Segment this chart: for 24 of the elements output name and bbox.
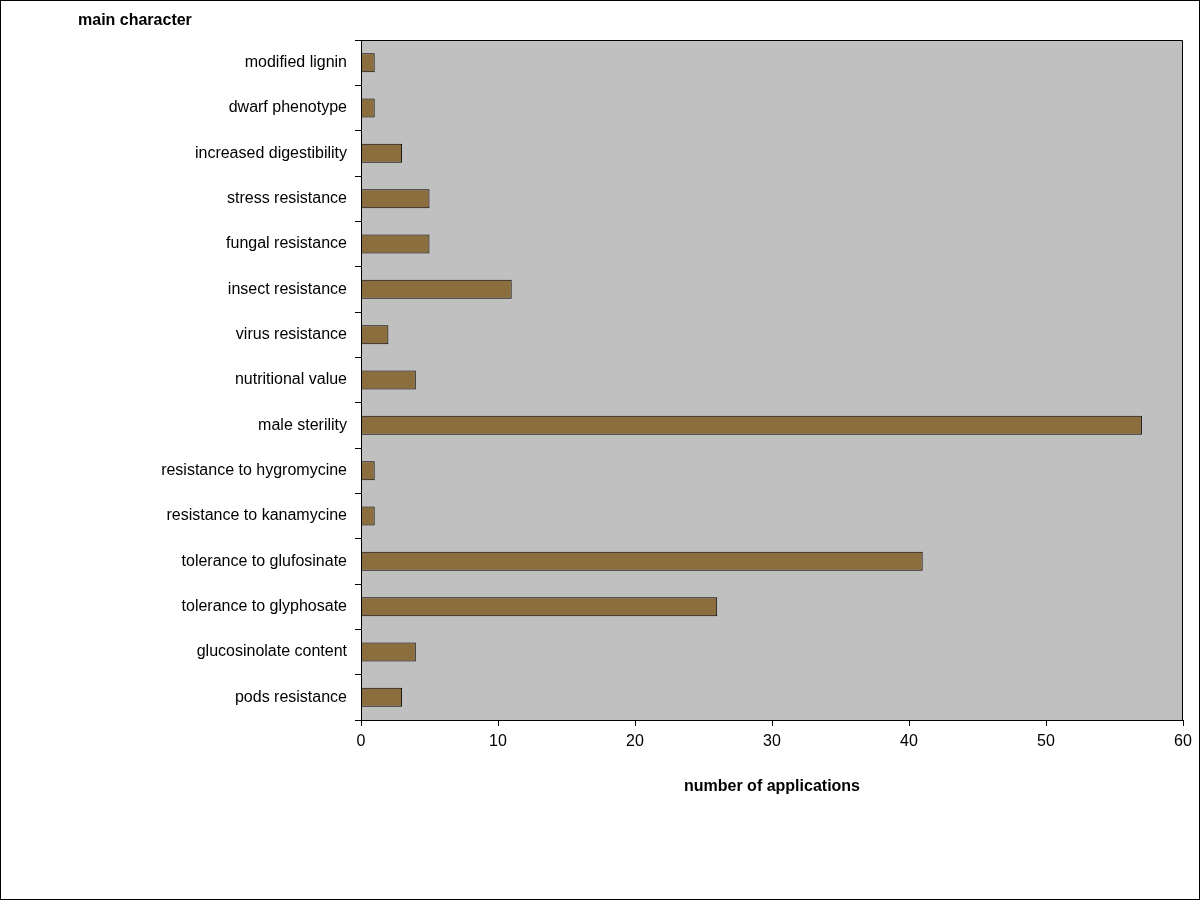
x-tick-label: 10	[489, 732, 507, 750]
y-tick-label: nutritional value	[234, 370, 348, 388]
y-tick-label: resistance to kanamycine	[166, 506, 348, 524]
y-tick-label: tolerance to glufosinate	[181, 551, 348, 569]
x-tick-label: 60	[1174, 732, 1192, 750]
x-tick-label: 30	[763, 732, 781, 750]
y-tick-label: resistance to hygromycine	[161, 461, 348, 479]
y-tick-label: insect resistance	[227, 279, 348, 297]
x-tick-label: 0	[356, 732, 366, 750]
x-axis-title: number of applications	[683, 776, 861, 794]
x-tick-label: 50	[1037, 732, 1055, 750]
y-tick-label: dwarf phenotype	[228, 98, 348, 116]
x-tick-label: 20	[626, 732, 644, 750]
y-tick-label: increased digestibility	[194, 143, 347, 161]
y-tick-label: stress resistance	[226, 189, 348, 207]
y-axis-title: main character	[78, 11, 192, 29]
x-tick-label: 40	[900, 732, 918, 750]
y-tick-label: fungal resistance	[226, 234, 348, 252]
y-tick-label: glucosinolate content	[196, 642, 348, 660]
y-tick-label: pods resistance	[234, 687, 348, 705]
y-tick-label: modified lignin	[244, 53, 347, 71]
y-tick-label: virus resistance	[235, 325, 348, 343]
y-tick-label: tolerance to glyphosate	[181, 597, 348, 615]
y-tick-label: male sterility	[258, 415, 347, 433]
